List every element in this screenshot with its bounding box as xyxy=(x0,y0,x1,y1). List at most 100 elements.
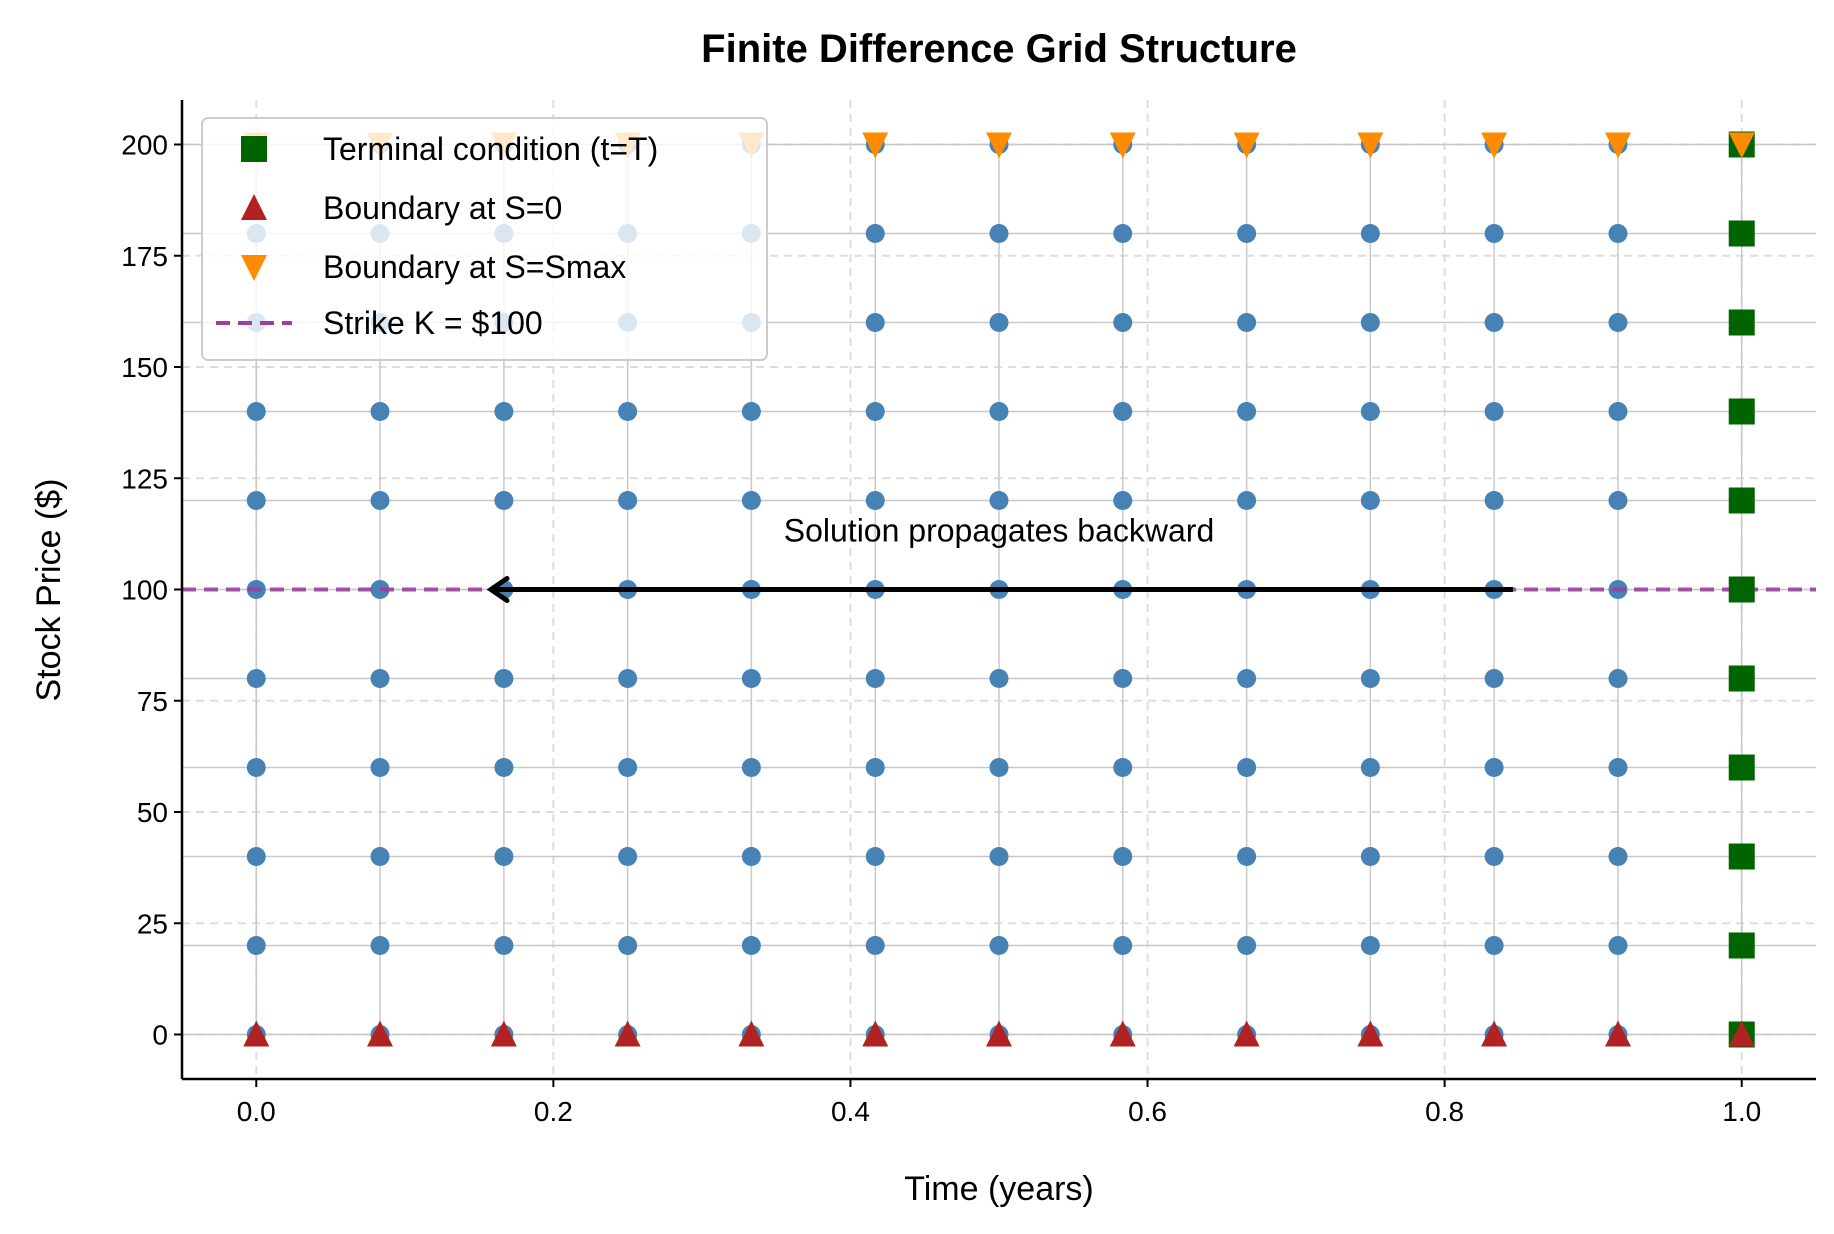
grid-point xyxy=(246,758,266,777)
grid-point xyxy=(494,669,514,688)
chart-title: Finite Difference Grid Structure xyxy=(701,27,1297,71)
grid-point xyxy=(370,758,390,777)
grid-point xyxy=(1360,936,1380,955)
grid-point xyxy=(1484,224,1504,243)
boundary-max-marker xyxy=(986,132,1012,159)
boundary-zero-marker xyxy=(614,1020,641,1047)
legend-label: Terminal condition (t=T) xyxy=(323,131,658,167)
legend: Terminal condition (t=T) Boundary at S=0 B… xyxy=(201,117,768,361)
y-tick-label: 200 xyxy=(121,130,168,161)
grid-point xyxy=(1608,491,1628,510)
grid-point xyxy=(370,847,390,866)
grid-point xyxy=(1113,224,1133,243)
legend-label: Boundary at S=Smax xyxy=(323,249,626,285)
grid-point xyxy=(1608,847,1628,866)
x-tick-label: 1.0 xyxy=(1722,1096,1761,1127)
boundary-zero-marker xyxy=(1233,1020,1260,1047)
boundary-zero-marker xyxy=(1728,1020,1755,1047)
boundary-zero-marker xyxy=(1481,1020,1508,1047)
grid-point xyxy=(1484,313,1504,332)
grid-point xyxy=(1113,669,1133,688)
legend-box xyxy=(201,117,768,361)
boundary-zero-marker xyxy=(1357,1020,1384,1047)
terminal-marker xyxy=(1728,576,1755,603)
legend-boundary-zero-marker xyxy=(241,194,267,220)
x-tick-label: 0.2 xyxy=(534,1096,573,1127)
y-tick-label: 50 xyxy=(137,797,168,828)
grid-point xyxy=(989,758,1009,777)
grid-point xyxy=(1237,847,1257,866)
x-tick-label: 0.0 xyxy=(237,1096,276,1127)
grid-point xyxy=(989,847,1009,866)
terminal-marker xyxy=(1728,665,1755,692)
grid-point xyxy=(246,847,266,866)
grid-point xyxy=(989,313,1009,332)
legend-boundary-max-marker xyxy=(241,255,267,281)
legend-terminal-marker xyxy=(241,136,267,162)
boundary-zero-marker xyxy=(986,1020,1012,1047)
grid-point xyxy=(1237,669,1257,688)
y-tick-label: 75 xyxy=(137,686,168,717)
boundary-max-marker xyxy=(1233,132,1260,159)
grid-point xyxy=(865,402,885,421)
grid-point xyxy=(1608,758,1628,777)
grid-point xyxy=(989,224,1009,243)
grid-point xyxy=(494,491,514,510)
grid-point xyxy=(494,758,514,777)
grid-point xyxy=(1237,224,1257,243)
grid-point xyxy=(741,758,761,777)
grid-point xyxy=(1237,402,1257,421)
grid-point xyxy=(741,669,761,688)
grid-point xyxy=(865,758,885,777)
terminal-marker xyxy=(1728,220,1755,247)
boundary-max-marker xyxy=(1728,132,1755,159)
annotation-text: Solution propagates backward xyxy=(784,513,1215,549)
grid-point xyxy=(1484,847,1504,866)
grid-point xyxy=(1484,491,1504,510)
grid-point xyxy=(741,402,761,421)
grid-point xyxy=(741,491,761,510)
grid-point xyxy=(865,936,885,955)
grid-point xyxy=(1113,847,1133,866)
grid-point xyxy=(1237,936,1257,955)
grid-point xyxy=(1360,402,1380,421)
grid-point xyxy=(1113,402,1133,421)
boundary-zero-marker xyxy=(1109,1020,1136,1047)
grid-point xyxy=(989,669,1009,688)
boundary-zero-marker xyxy=(490,1020,517,1047)
grid-point xyxy=(494,402,514,421)
y-tick-label: 100 xyxy=(121,575,168,606)
grid-point xyxy=(618,402,638,421)
y-tick-label: 0 xyxy=(152,1020,168,1051)
x-tick-label: 0.6 xyxy=(1128,1096,1167,1127)
y-tick-label: 125 xyxy=(121,463,168,494)
x-tick-label: 0.8 xyxy=(1425,1096,1464,1127)
grid-point xyxy=(865,491,885,510)
grid-point xyxy=(1360,847,1380,866)
grid-point xyxy=(246,669,266,688)
grid-point xyxy=(865,847,885,866)
boundary-zero-marker xyxy=(367,1020,394,1047)
boundary-max-marker xyxy=(1357,132,1384,159)
legend-label: Boundary at S=0 xyxy=(323,190,562,226)
terminal-marker xyxy=(1728,754,1755,781)
grid-point xyxy=(1484,936,1504,955)
grid-point xyxy=(1608,669,1628,688)
y-tick-label: 25 xyxy=(137,908,168,939)
grid-point xyxy=(1608,313,1628,332)
terminal-marker xyxy=(1728,487,1755,514)
grid-point xyxy=(1360,758,1380,777)
grid-point xyxy=(1360,491,1380,510)
grid-point xyxy=(865,224,885,243)
grid-point xyxy=(1484,669,1504,688)
grid-point xyxy=(741,936,761,955)
terminal-marker xyxy=(1728,309,1755,336)
grid-point xyxy=(370,402,390,421)
grid-point xyxy=(865,313,885,332)
grid-point xyxy=(246,491,266,510)
boundary-max-marker xyxy=(862,132,889,159)
arrow-head-icon xyxy=(486,576,510,603)
grid-point xyxy=(246,402,266,421)
grid-point xyxy=(741,847,761,866)
